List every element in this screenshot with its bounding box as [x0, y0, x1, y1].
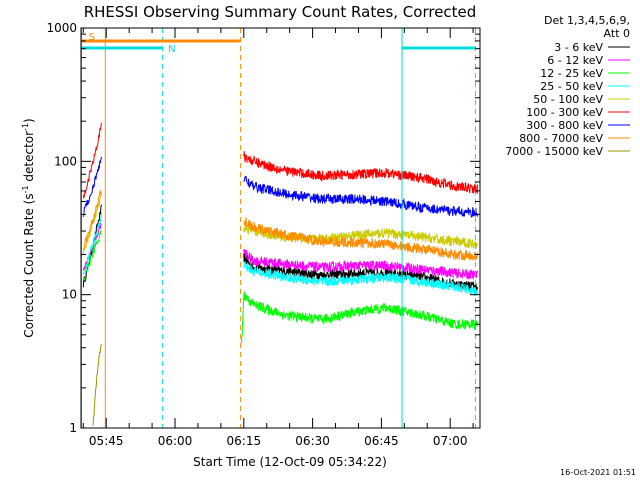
footer-date: 16-Oct-2021 01:51 [560, 468, 636, 477]
y-label-sup1: -1 [21, 185, 30, 193]
x-tick-label-0: 05:45 [89, 434, 124, 448]
series-7-post-gap-line [243, 217, 478, 262]
legend-label-0: 3 - 6 keV [554, 41, 603, 54]
series-8-pre-gap-line [92, 343, 102, 426]
y-tick-label-3: 1000 [46, 21, 77, 35]
series-6-post-gap-line [243, 175, 478, 218]
plot-frame [80, 27, 481, 429]
flag-label-N: N [168, 44, 175, 55]
y-axis-label: Corrected Count Rate (s-1 detector-1) [21, 118, 36, 337]
legend-label-5: 100 - 300 keV [526, 106, 603, 119]
y-tick-label-0: 1 [69, 421, 77, 435]
legend-label-1: 6 - 12 keV [547, 54, 603, 67]
y-tick-label-2: 100 [54, 154, 77, 168]
x-tick-label-5: 07:00 [433, 434, 468, 448]
legend-header-line1: Det 1,3,4,5,6,9, [544, 14, 630, 27]
x-axis-label: Start Time (12-Oct-09 05:34:22) [193, 455, 387, 469]
series-3-post-gap-line [243, 261, 478, 297]
series-6-pre-gap-line [82, 156, 102, 218]
legend-label-6: 300 - 800 keV [526, 119, 603, 132]
series-6 [82, 156, 478, 218]
series-5 [82, 122, 478, 200]
data-layer [82, 122, 478, 426]
series-5-post-gap-line [243, 151, 478, 195]
series-8 [92, 343, 102, 426]
y-tick-label-1: 10 [62, 288, 77, 302]
x-tick-label-4: 06:45 [364, 434, 399, 448]
series-2-post-gap-line [241, 291, 478, 344]
legend-label-4: 50 - 100 keV [533, 93, 603, 106]
legend-header-line2: Att 0 [604, 27, 630, 40]
legend-label-8: 7000 - 15000 keV [505, 145, 603, 158]
series-0-pre-gap-line [82, 204, 102, 288]
y-label-mid: detector [22, 131, 36, 186]
y-label-sup2: -1 [21, 123, 30, 131]
x-tick-label-2: 06:15 [227, 434, 262, 448]
series-7-pre-gap-line [82, 188, 102, 252]
y-label-post: ) [22, 118, 36, 123]
flag-label-S: S [89, 32, 95, 43]
series-1-pre-gap-line [82, 222, 102, 271]
series-5-pre-gap-line [82, 122, 102, 200]
legend-label-7: 800 - 7000 keV [519, 132, 603, 145]
series-1-post-gap-line [243, 248, 478, 280]
series-3 [82, 211, 478, 297]
series-7 [82, 188, 478, 262]
series-1 [82, 222, 478, 280]
chart-title: RHESSI Observing Summary Count Rates, Co… [84, 3, 477, 21]
legend-label-3: 25 - 50 keV [540, 80, 603, 93]
legend-label-2: 12 - 25 keV [540, 67, 603, 80]
y-label-pre: Corrected Count Rate (s [22, 193, 36, 337]
series-3-pre-gap-line [82, 211, 102, 276]
x-tick-label-1: 06:00 [158, 434, 193, 448]
marker-layer: SN [80, 28, 476, 428]
axis-layer: 1 10 100 1000 05:45 06:00 06:15 06:30 06:45 07:00 [46, 21, 480, 448]
x-tick-label-3: 06:30 [295, 434, 330, 448]
